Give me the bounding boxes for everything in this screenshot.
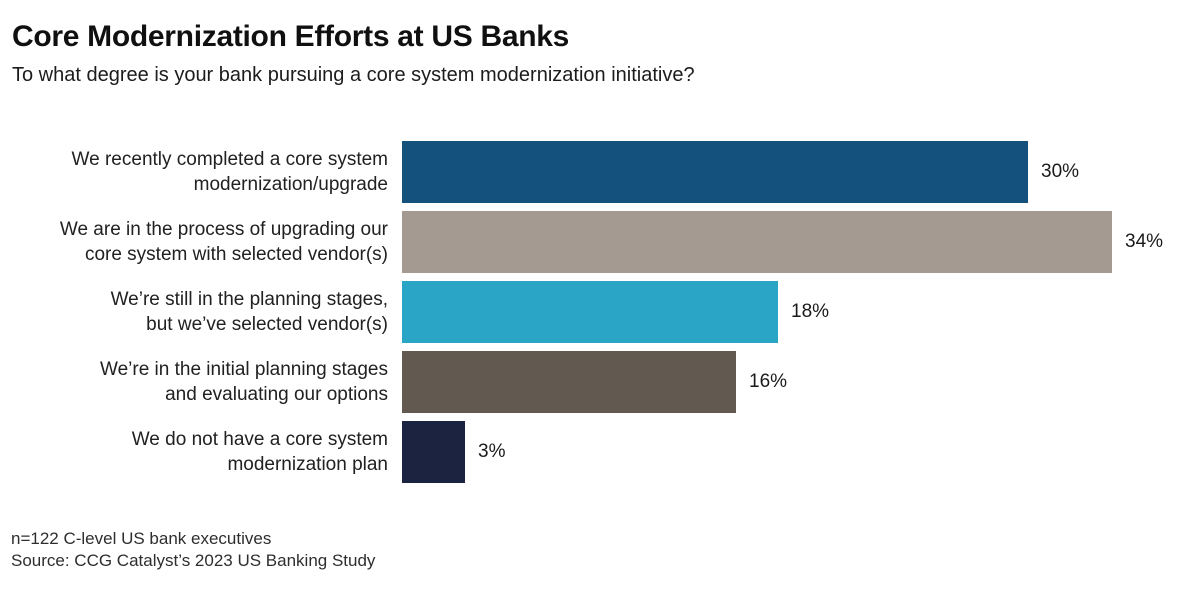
value-label: 30%	[1041, 161, 1080, 182]
bar-track: 30%	[402, 141, 1200, 203]
value-label: 18%	[791, 301, 830, 322]
bar-row: We’re still in the planning stages, but …	[0, 281, 1200, 343]
bar-row: We’re in the initial planning stages and…	[0, 351, 1200, 413]
category-label: We do not have a core system modernizati…	[131, 429, 388, 475]
value-label: 34%	[1125, 231, 1164, 252]
value-label: 3%	[478, 441, 506, 462]
bar-track: 3%	[402, 421, 1200, 483]
bar	[402, 141, 1028, 203]
value-label: 16%	[749, 371, 788, 392]
category-label: We’re still in the planning stages, but …	[110, 289, 388, 335]
category-label: We’re in the initial planning stages and…	[100, 359, 388, 405]
bar	[402, 351, 736, 413]
bar-track: 34%	[402, 211, 1200, 273]
bar-chart: We recently completed a core system mode…	[0, 141, 1200, 483]
bar	[402, 281, 778, 343]
chart-footer: n=122 C-level US bank executives Source:…	[11, 528, 375, 572]
bar-row: We do not have a core system modernizati…	[0, 421, 1200, 483]
bar	[402, 211, 1112, 273]
sample-note: n=122 C-level US bank executives	[11, 529, 272, 548]
category-label: We are in the process of upgrading our c…	[59, 219, 388, 265]
chart-subtitle: To what degree is your bank pursuing a c…	[12, 64, 695, 86]
bar-track: 18%	[402, 281, 1200, 343]
bar-row: We recently completed a core system mode…	[0, 141, 1200, 203]
chart-title: Core Modernization Efforts at US Banks	[12, 20, 570, 53]
bar	[402, 421, 465, 483]
bar-row: We are in the process of upgrading our c…	[0, 211, 1200, 273]
source-note: Source: CCG Catalyst’s 2023 US Banking S…	[11, 551, 376, 570]
chart-header: Core Modernization Efforts at US Banks T…	[12, 18, 1112, 88]
category-label: We recently completed a core system mode…	[71, 149, 388, 195]
bar-track: 16%	[402, 351, 1200, 413]
